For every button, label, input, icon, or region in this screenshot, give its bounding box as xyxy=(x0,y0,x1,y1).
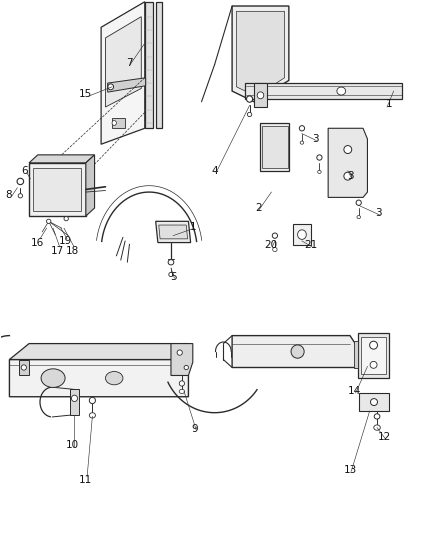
Text: 2: 2 xyxy=(255,203,261,213)
Ellipse shape xyxy=(17,178,24,184)
Text: 3: 3 xyxy=(346,171,353,181)
Text: 19: 19 xyxy=(59,236,72,246)
Ellipse shape xyxy=(300,141,304,144)
Polygon shape xyxy=(145,2,152,128)
Ellipse shape xyxy=(374,414,380,419)
Ellipse shape xyxy=(41,369,65,387)
Ellipse shape xyxy=(106,372,123,385)
Ellipse shape xyxy=(169,272,173,277)
Ellipse shape xyxy=(371,399,378,406)
Ellipse shape xyxy=(337,87,346,95)
Text: 18: 18 xyxy=(66,246,79,255)
Ellipse shape xyxy=(357,215,360,219)
Text: 16: 16 xyxy=(31,238,44,247)
Text: 15: 15 xyxy=(79,88,92,99)
Polygon shape xyxy=(10,360,188,397)
Polygon shape xyxy=(245,83,403,99)
Ellipse shape xyxy=(177,350,182,356)
Polygon shape xyxy=(361,337,386,374)
Ellipse shape xyxy=(344,146,352,154)
Polygon shape xyxy=(29,163,86,216)
Polygon shape xyxy=(159,225,187,239)
Text: 3: 3 xyxy=(312,134,318,144)
Text: 21: 21 xyxy=(304,240,317,250)
Text: 3: 3 xyxy=(375,208,381,219)
Polygon shape xyxy=(232,336,359,368)
Polygon shape xyxy=(261,123,289,171)
Polygon shape xyxy=(328,128,367,197)
Ellipse shape xyxy=(273,247,277,252)
Ellipse shape xyxy=(89,413,95,418)
Ellipse shape xyxy=(71,395,78,401)
Text: 13: 13 xyxy=(343,465,357,474)
Ellipse shape xyxy=(247,112,252,117)
Text: 7: 7 xyxy=(126,58,133,68)
Polygon shape xyxy=(29,155,95,163)
Ellipse shape xyxy=(184,366,188,369)
Ellipse shape xyxy=(370,341,378,349)
Polygon shape xyxy=(262,126,288,168)
Ellipse shape xyxy=(344,172,352,180)
Bar xyxy=(112,118,125,128)
Polygon shape xyxy=(33,168,81,211)
Ellipse shape xyxy=(291,345,304,358)
Ellipse shape xyxy=(64,216,68,221)
Text: 17: 17 xyxy=(51,246,64,255)
Ellipse shape xyxy=(112,120,117,125)
Polygon shape xyxy=(155,221,191,243)
Text: 6: 6 xyxy=(21,166,28,176)
Polygon shape xyxy=(237,11,285,96)
Polygon shape xyxy=(101,2,145,144)
Ellipse shape xyxy=(89,397,95,403)
Ellipse shape xyxy=(179,389,184,393)
Text: 12: 12 xyxy=(378,432,391,442)
Text: 5: 5 xyxy=(170,272,177,282)
Text: 14: 14 xyxy=(348,386,361,397)
Polygon shape xyxy=(254,83,267,107)
Polygon shape xyxy=(10,344,188,360)
Ellipse shape xyxy=(370,361,377,368)
Text: 10: 10 xyxy=(66,440,79,450)
Ellipse shape xyxy=(374,425,380,430)
Polygon shape xyxy=(155,2,162,128)
Ellipse shape xyxy=(318,170,321,173)
Polygon shape xyxy=(293,224,311,245)
Text: 4: 4 xyxy=(211,166,218,176)
Polygon shape xyxy=(359,393,389,411)
Ellipse shape xyxy=(18,193,22,198)
Ellipse shape xyxy=(257,92,264,99)
Ellipse shape xyxy=(356,200,361,205)
Text: 1: 1 xyxy=(190,222,196,232)
Polygon shape xyxy=(106,17,141,107)
Ellipse shape xyxy=(299,126,304,131)
Polygon shape xyxy=(171,344,193,375)
Text: 9: 9 xyxy=(192,424,198,434)
Text: 1: 1 xyxy=(386,99,392,109)
Ellipse shape xyxy=(272,233,278,238)
Ellipse shape xyxy=(317,155,322,160)
Ellipse shape xyxy=(168,260,174,265)
Ellipse shape xyxy=(179,381,184,386)
Ellipse shape xyxy=(247,96,253,102)
Polygon shape xyxy=(86,155,95,216)
Ellipse shape xyxy=(21,365,26,370)
Polygon shape xyxy=(232,6,289,102)
Text: 20: 20 xyxy=(264,240,277,250)
Text: 8: 8 xyxy=(5,190,12,200)
Polygon shape xyxy=(108,78,146,92)
Ellipse shape xyxy=(297,230,306,239)
Polygon shape xyxy=(70,389,79,415)
Polygon shape xyxy=(19,360,29,375)
Ellipse shape xyxy=(108,84,113,90)
Ellipse shape xyxy=(46,219,51,223)
Text: 11: 11 xyxy=(79,475,92,485)
Polygon shape xyxy=(354,341,358,368)
Polygon shape xyxy=(358,333,389,378)
